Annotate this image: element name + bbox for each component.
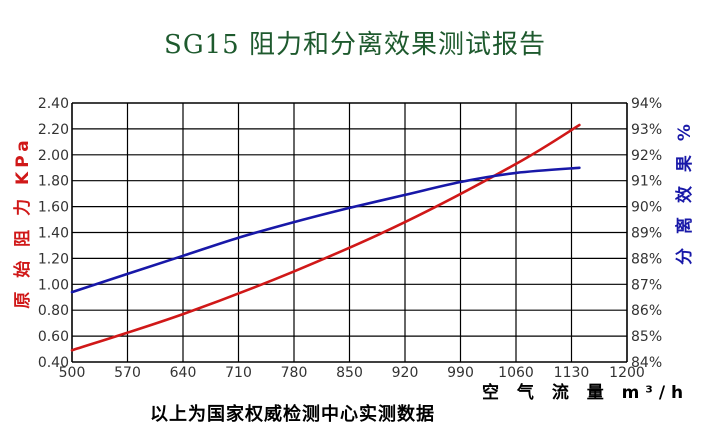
y-right-tick-label: 93% [631, 122, 662, 138]
x-tick-label: 780 [281, 365, 308, 381]
x-tick-label: 500 [59, 365, 86, 381]
y-axis-left-label: 原 始 阻 力 KPa [12, 136, 33, 308]
y-left-tick-label: 2.40 [38, 96, 69, 112]
y-axis-right-label: 分 离 效 果 % [674, 120, 695, 265]
y-left-tick-label: 1.60 [38, 200, 69, 216]
efficiency-line [70, 166, 581, 294]
y-left-tick-label: 2.00 [38, 148, 69, 164]
x-tick-label: 850 [336, 365, 363, 381]
y-left-tick-label: 1.40 [38, 226, 69, 242]
chart-grid [71, 102, 628, 363]
chart-title: SG15 阻力和分离效果测试报告 [164, 30, 546, 60]
y-right-tick-label: 84% [631, 355, 662, 371]
x-tick-label: 1130 [554, 365, 590, 381]
y-left-tick-label: 0.60 [38, 329, 69, 345]
y-left-tick-label: 1.00 [38, 277, 69, 293]
chart-ticks: 500 570 640 710 780 850 920 990 1060 1130 1200 0.40… [38, 96, 662, 381]
y-left-tick-label: 0.40 [38, 355, 69, 371]
x-axis-label: 空 气 流 量 m³/h [482, 382, 689, 403]
x-tick-label: 640 [170, 365, 197, 381]
y-left-tick-label: 1.20 [38, 251, 69, 267]
y-right-tick-label: 92% [631, 148, 662, 164]
y-left-tick-label: 0.80 [38, 303, 69, 319]
y-left-tick-label: 2.20 [38, 122, 69, 138]
y-right-tick-label: 89% [631, 226, 662, 242]
y-right-tick-label: 85% [631, 329, 662, 345]
y-right-tick-label: 90% [631, 200, 662, 216]
chart-series [70, 123, 581, 352]
y-right-tick-label: 94% [631, 96, 662, 112]
y-right-tick-label: 91% [631, 174, 662, 190]
footer-caption: 以上为国家权威检测中心实测数据 [150, 404, 435, 425]
x-tick-label: 1200 [609, 365, 645, 381]
x-tick-label: 990 [447, 365, 474, 381]
y-right-tick-label: 86% [631, 303, 662, 319]
y-left-tick-label: 1.80 [38, 174, 69, 190]
y-right-tick-label: 88% [631, 251, 662, 267]
y-right-tick-label: 87% [631, 277, 662, 293]
resistance-line [70, 123, 581, 352]
x-tick-label: 570 [114, 365, 141, 381]
x-tick-label: 920 [392, 365, 419, 381]
x-tick-label: 1060 [498, 365, 534, 381]
x-tick-label: 710 [225, 365, 252, 381]
